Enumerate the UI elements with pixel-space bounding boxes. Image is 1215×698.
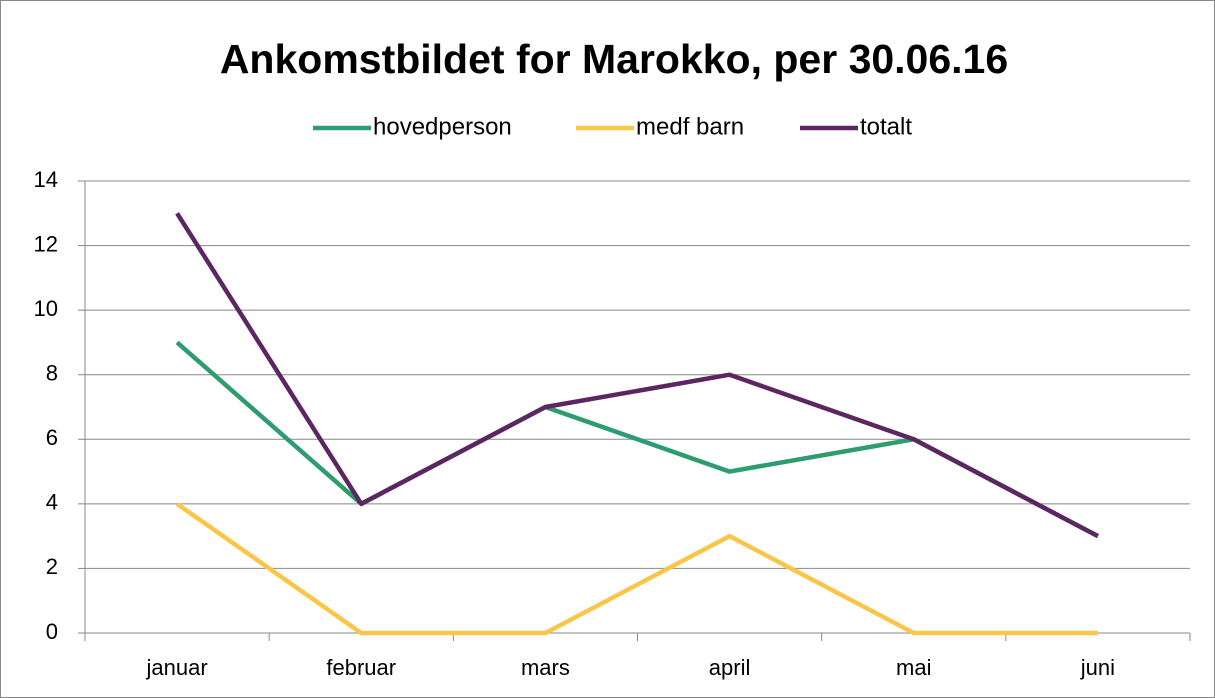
x-tick-label: juni [1080,655,1115,680]
x-tick-label: mai [896,655,931,680]
line-series [175,502,1098,636]
x-tick-label: februar [326,655,396,680]
x-tick-label: april [709,655,751,680]
legend-label: totalt [860,113,912,140]
legend-label: hovedperson [373,113,512,140]
x-tick-label: mars [521,655,570,680]
x-tick-label: januar [146,655,208,680]
legend-label: medf barn [636,113,744,140]
y-tick-label: 14 [34,167,58,192]
y-tick-label: 4 [46,490,58,515]
y-tick-label: 12 [34,231,58,256]
line-series [175,212,1099,539]
y-tick-label: 0 [46,619,58,644]
y-tick-label: 8 [46,361,58,386]
y-tick-label: 6 [46,425,58,450]
chart-title: Ankomstbildet for Marokko, per 30.06.16 [220,36,1008,82]
y-tick-label: 10 [34,296,58,321]
y-tick-label: 2 [46,554,58,579]
